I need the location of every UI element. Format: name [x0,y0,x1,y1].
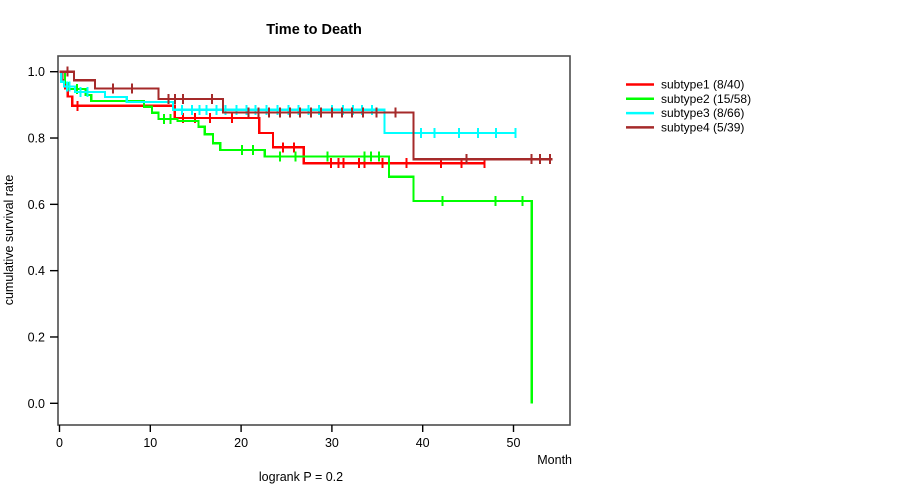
x-tick-label: 20 [234,436,248,450]
plot-frame [57,55,571,426]
survival-curve-subtype1 [59,70,486,169]
y-tick-label: 0.2 [28,330,45,344]
km-step-line-subtype2 [59,70,533,404]
legend-label: subtype3 (8/66) [661,106,744,120]
legend-item-subtype1: subtype1 (8/40) [626,78,744,92]
legend-item-subtype3: subtype3 (8/66) [626,106,744,120]
logrank-footnote: logrank P = 0.2 [259,470,343,484]
x-axis-label: Month [537,453,572,467]
legend: subtype1 (8/40)subtype2 (15/58)subtype3 … [626,78,751,134]
km-step-line-subtype4 [59,70,553,161]
x-tick-label: 40 [416,436,430,450]
chart-title: Time to Death [266,22,362,38]
x-tick-label: 0 [56,436,63,450]
y-tick-label: 0.4 [28,264,45,278]
legend-item-subtype2: subtype2 (15/58) [626,92,751,106]
km-step-line-subtype1 [59,70,485,165]
y-tick-label: 0.6 [28,198,45,212]
y-axis-label: cumulative survival rate [2,175,16,306]
y-tick-label: 0.0 [28,397,45,411]
legend-label: subtype2 (15/58) [661,92,751,106]
km-step-line-subtype3 [59,70,516,135]
x-tick-label: 50 [507,436,521,450]
survival-curve-subtype3 [59,70,517,139]
survival-curve-subtype2 [59,70,533,404]
legend-label: subtype4 (5/39) [661,120,744,134]
y-tick-label: 0.8 [28,132,45,146]
survival-curve-subtype4 [59,66,553,165]
survival-curves [59,66,553,404]
x-tick-label: 10 [143,436,157,450]
legend-label: subtype1 (8/40) [661,78,744,92]
x-axis-ticks: 0 10 20 30 40 50 [56,425,520,450]
legend-item-subtype4: subtype4 (5/39) [626,120,744,134]
x-tick-label: 30 [325,436,339,450]
y-axis-ticks: 1.0 0.8 0.6 0.4 0.2 0.0 [28,65,58,411]
y-tick-label: 1.0 [28,65,45,79]
